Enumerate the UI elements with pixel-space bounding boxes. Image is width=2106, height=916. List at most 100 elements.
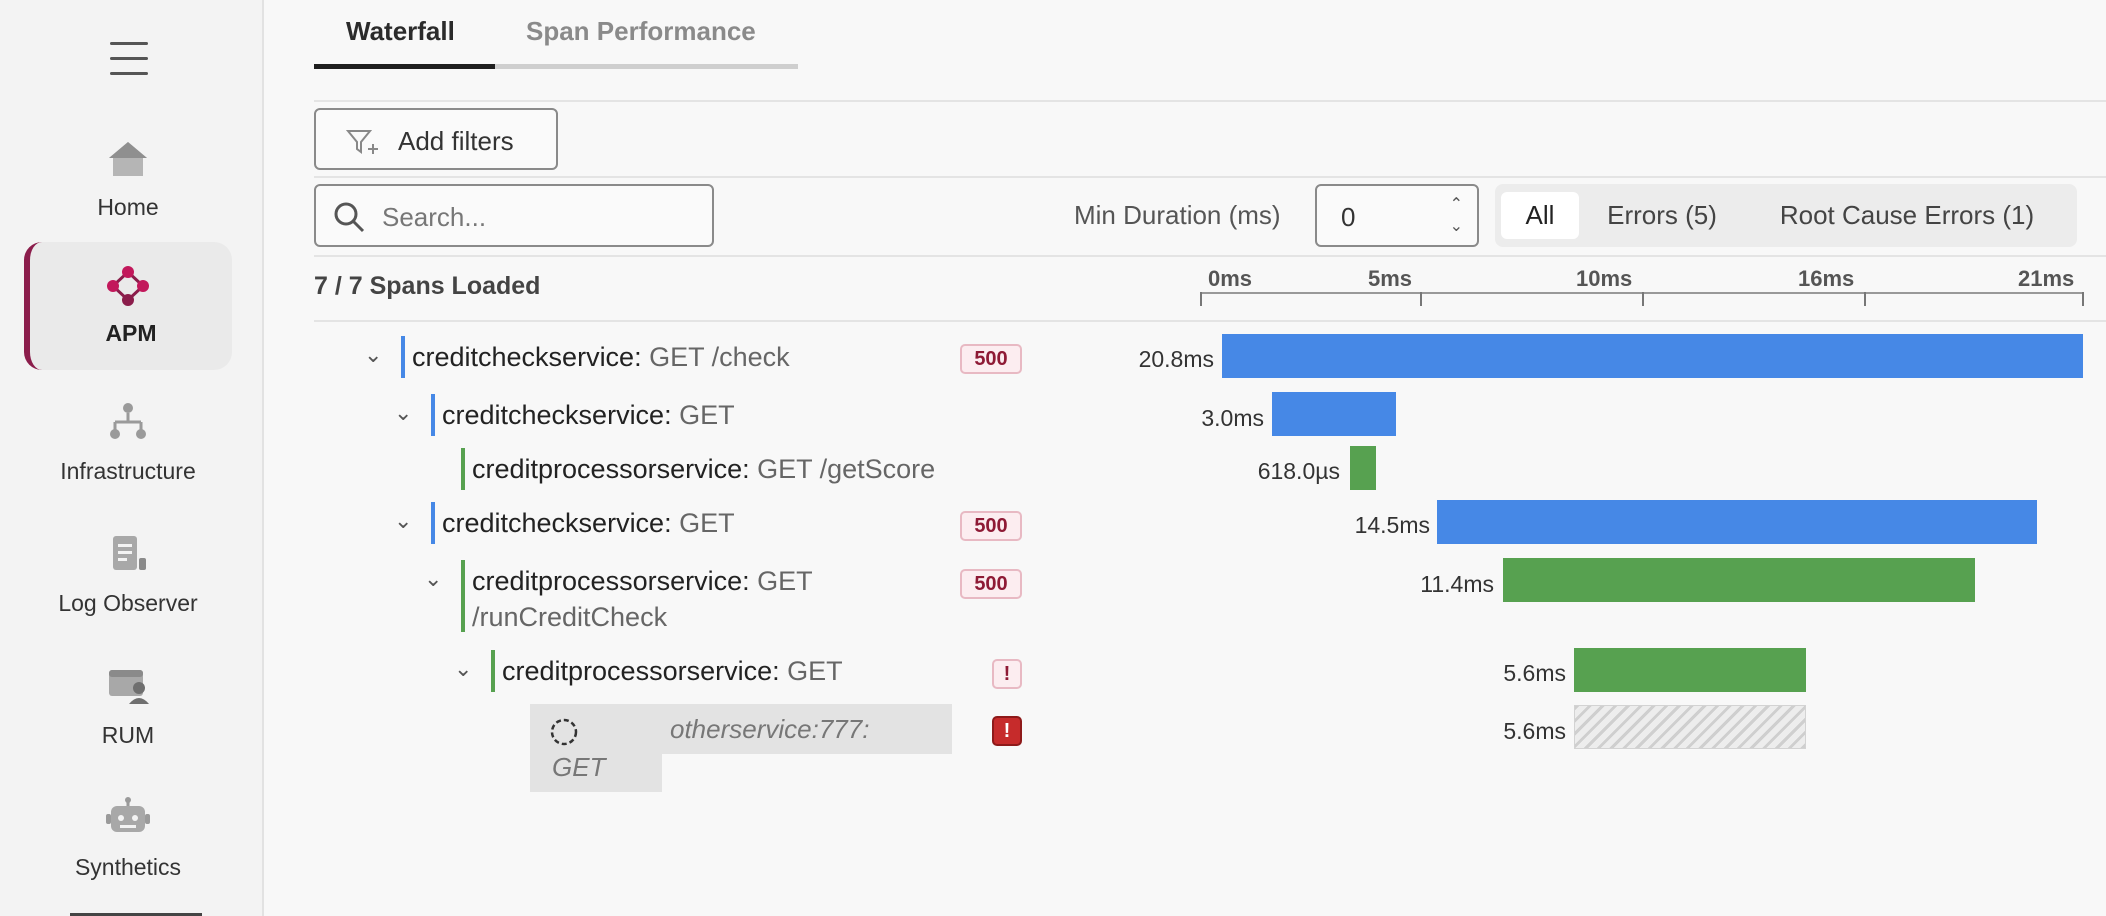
span-name-continued: /runCreditCheck <box>472 602 667 633</box>
tab-waterfall[interactable]: Waterfall <box>346 16 455 46</box>
span-operation: GET <box>749 566 813 596</box>
span-duration: 11.4ms <box>1420 571 1494 597</box>
min-duration-input[interactable]: 0 ⌃ ⌄ <box>1315 184 1479 247</box>
status-badge: 500 <box>960 344 1022 374</box>
segment-root-cause-errors[interactable]: Root Cause Errors (1) <box>1779 200 2035 230</box>
search-box[interactable] <box>314 184 714 247</box>
inferred-span-box <box>650 704 952 754</box>
span-bar[interactable] <box>1573 705 1806 749</box>
axis-tick <box>1420 292 1422 306</box>
min-duration-value: 0 <box>1341 202 1356 232</box>
nav-item-home[interactable]: Home <box>24 116 232 244</box>
infrastructure-icon <box>110 403 146 439</box>
span-service: creditprocessorservice: <box>472 454 750 484</box>
status-badge: 500 <box>960 569 1022 599</box>
nav-item-synthetics[interactable]: Synthetics <box>24 776 232 904</box>
span-bar[interactable] <box>1573 648 1806 692</box>
collapse-chevron-icon[interactable]: ⌄ <box>364 342 383 367</box>
span-service: creditcheckservice: <box>442 400 672 430</box>
span-bar[interactable] <box>1437 500 2038 544</box>
span-duration: 618.0µs <box>1257 458 1340 484</box>
collapse-chevron-icon[interactable]: ⌄ <box>424 566 443 591</box>
search-input[interactable] <box>380 196 694 238</box>
segment-all[interactable]: All <box>1501 192 1579 239</box>
sidebar-divider <box>70 913 202 916</box>
menu-icon[interactable] <box>110 42 148 78</box>
nav-item-rum[interactable]: RUM <box>24 644 232 772</box>
span-service: creditprocessorservice: <box>502 656 780 686</box>
span-name[interactable]: creditprocessorservice: GET <box>472 566 813 597</box>
nav-item-log-observer[interactable]: Log Observer <box>24 512 232 640</box>
span-bar[interactable] <box>1503 558 1976 602</box>
service-color-bar <box>401 336 405 378</box>
span-operation: /runCreditCheck <box>472 602 668 632</box>
span-name[interactable]: creditcheckservice: GET /check <box>412 342 790 373</box>
span-operation: GET /check <box>641 342 790 372</box>
chevron-up-icon[interactable]: ⌃ <box>1449 196 1463 213</box>
collapse-chevron-icon[interactable]: ⌄ <box>394 508 413 533</box>
add-filters-button[interactable]: Add filters <box>314 108 558 170</box>
span-operation: GET <box>671 400 735 430</box>
span-service: creditcheckservice: <box>412 342 642 372</box>
home-icon <box>109 142 147 176</box>
tab-bar: Waterfall Span Performance <box>314 0 798 72</box>
robot-icon <box>106 797 150 832</box>
collapse-chevron-icon[interactable]: ⌄ <box>394 400 413 425</box>
span-bar[interactable] <box>1350 446 1376 490</box>
apm-icon <box>107 266 149 306</box>
status-badge: 500 <box>960 511 1022 541</box>
log-icon <box>113 536 146 570</box>
service-color-bar <box>491 650 495 692</box>
span-duration: 20.8ms <box>1138 346 1214 372</box>
search-icon <box>334 202 365 233</box>
axis-tick <box>1200 292 1202 306</box>
nav-label-apm: APM <box>105 320 157 346</box>
collapse-chevron-icon[interactable]: ⌄ <box>454 656 473 681</box>
span-duration: 14.5ms <box>1354 512 1430 538</box>
axis-tick <box>2082 292 2084 306</box>
axis-label: 21ms <box>2018 266 2075 291</box>
chevron-down-icon[interactable]: ⌄ <box>1449 218 1463 235</box>
axis-label: 0ms <box>1208 266 1253 291</box>
span-name[interactable]: creditprocessorservice: GET <box>502 656 843 687</box>
axis-tick <box>1864 292 1866 306</box>
span-duration: 5.6ms <box>1503 660 1566 686</box>
divider <box>314 100 2106 102</box>
tab-span-performance[interactable]: Span Performance <box>526 16 756 46</box>
span-service: creditcheckservice: <box>442 508 672 538</box>
spans-loaded-count: 7 / 7 Spans Loaded <box>314 272 541 300</box>
service-color-bar <box>461 560 465 632</box>
inferred-service-name[interactable]: otherservice:777: <box>670 714 870 744</box>
filter-add-icon <box>346 130 378 154</box>
sidebar: Home APM Infrastructure <box>0 0 264 916</box>
span-name[interactable]: creditprocessorservice: GET /getScore <box>472 454 935 485</box>
axis-label: 10ms <box>1576 266 1633 291</box>
span-bar[interactable] <box>1222 334 2083 378</box>
segment-errors[interactable]: Errors (5) <box>1607 200 1717 230</box>
tab-track <box>314 64 798 69</box>
divider <box>314 320 2106 322</box>
span-operation: GET <box>671 508 735 538</box>
span-duration: 3.0ms <box>1201 405 1264 431</box>
span-bar[interactable] <box>1271 392 1396 436</box>
nav-item-infrastructure[interactable]: Infrastructure <box>24 380 232 508</box>
span-name[interactable]: creditcheckservice: GET <box>442 508 735 539</box>
error-badge: ! <box>992 659 1022 689</box>
nav-item-apm[interactable]: APM <box>24 242 232 370</box>
add-filters-label: Add filters <box>398 126 514 156</box>
span-operation: GET <box>779 656 843 686</box>
min-duration-label: Min Duration (ms) <box>1074 200 1281 230</box>
nav-label-synthetics: Synthetics <box>74 854 182 880</box>
axis-label: 5ms <box>1368 266 1413 291</box>
axis-tick <box>1642 292 1644 306</box>
axis-label: 16ms <box>1798 266 1855 291</box>
root-cause-error-badge: ! <box>992 716 1022 746</box>
inferred-service-icon <box>550 718 578 746</box>
span-duration: 5.6ms <box>1503 718 1566 744</box>
inferred-span-box <box>530 704 662 792</box>
service-color-bar <box>461 448 465 490</box>
error-filter-segmented: All Errors (5) Root Cause Errors (1) <box>1495 184 2077 247</box>
divider <box>314 255 2106 257</box>
span-name[interactable]: creditcheckservice: GET <box>442 400 735 431</box>
nav-label-home: Home <box>97 194 159 220</box>
